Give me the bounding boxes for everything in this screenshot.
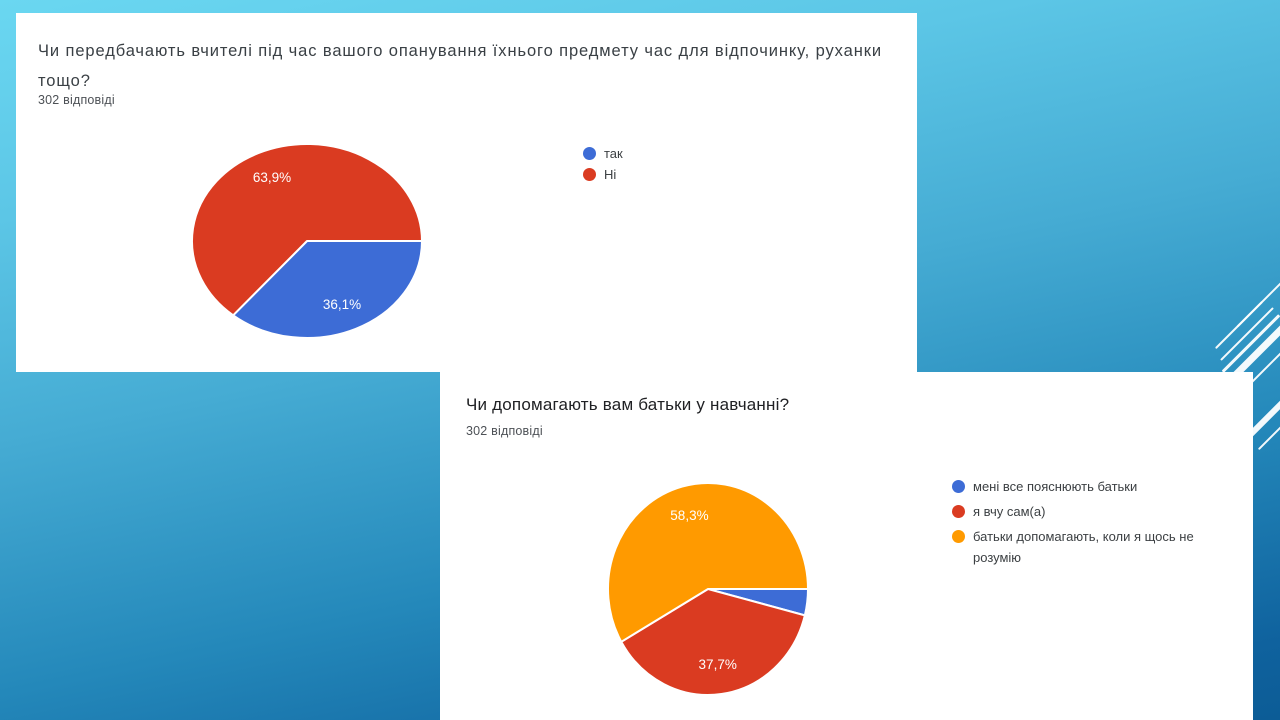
- question-title: Чи передбачають вчителі під час вашого о…: [38, 42, 882, 90]
- pie-percent-label: 63,9%: [253, 170, 291, 185]
- pie-slice: [191, 143, 423, 317]
- pie-percent-label: 36,1%: [323, 297, 361, 312]
- legend-color-swatch: [583, 168, 596, 181]
- chart-legend: так Ні: [583, 143, 623, 185]
- chart-legend: мені все пояснюють батьки я вчу сам(а) бат…: [952, 476, 1247, 572]
- pie-chart-teachers-breaks: 36,1% 63,9%: [191, 143, 423, 339]
- legend-label: мені все пояснюють батьки: [973, 479, 1138, 494]
- pie-slice: [232, 240, 423, 339]
- legend-item: я вчу сам(а): [952, 501, 1247, 522]
- legend-color-swatch: [583, 147, 596, 160]
- legend-label: Ні: [604, 167, 617, 182]
- legend-label: я вчу сам(а): [973, 504, 1046, 519]
- legend-item: батьки допомагають, коли я щось не розум…: [952, 526, 1247, 568]
- pie-percent-label: 37,7%: [699, 657, 737, 672]
- legend-item: мені все пояснюють батьки: [952, 476, 1247, 497]
- pie-slice: [620, 588, 806, 696]
- legend-color-swatch: [952, 480, 965, 493]
- responses-count: 302 відповіді: [38, 93, 115, 107]
- legend-label: так: [604, 146, 623, 161]
- pie-percent-label: 58,3%: [670, 508, 708, 523]
- pie-chart-parents-help: 37,7% 58,3%: [607, 482, 809, 696]
- chart-card-teachers-breaks: Чи передбачають вчителі під час вашого о…: [16, 13, 917, 372]
- legend-color-swatch: [952, 505, 965, 518]
- responses-count: 302 відповіді: [466, 424, 543, 438]
- chart-card-parents-help: Чи допомагають вам батьки у навчанні? 30…: [440, 372, 1253, 720]
- pie-slice: [607, 482, 809, 643]
- legend-label: батьки допомагають, коли я щось не розум…: [973, 529, 1194, 565]
- legend-color-swatch: [952, 530, 965, 543]
- question-title: Чи допомагають вам батьки у навчанні?: [466, 395, 790, 414]
- legend-item: так: [583, 143, 623, 164]
- legend-item: Ні: [583, 164, 623, 185]
